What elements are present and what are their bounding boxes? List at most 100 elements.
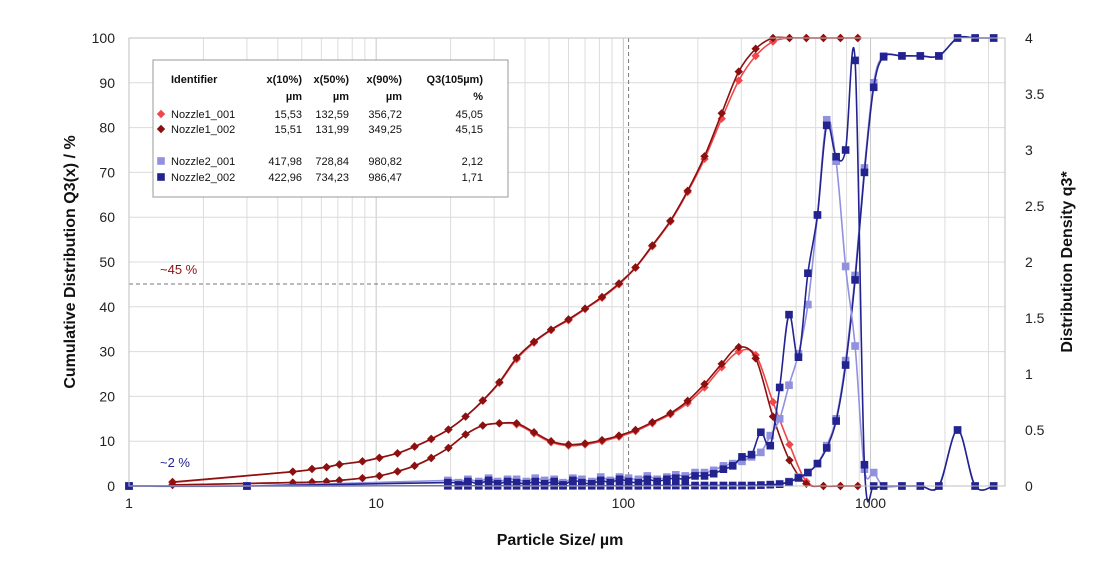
data-point (775, 383, 784, 392)
data-point (768, 397, 778, 407)
legend-cell: 2,12 (462, 156, 483, 168)
legend-box (152, 59, 509, 198)
data-point (569, 476, 577, 485)
data-point (717, 109, 726, 118)
data-point (322, 462, 331, 472)
data-point (832, 417, 840, 425)
legend-cell: 45,15 (455, 124, 483, 136)
legend-cell: 417,98 (268, 156, 302, 168)
data-point (597, 292, 607, 302)
legend-cell: 132,59 (315, 109, 349, 121)
data-point (597, 435, 607, 445)
data-point (546, 437, 556, 446)
data-point (841, 361, 850, 369)
data-point (587, 479, 596, 488)
data-point (785, 440, 794, 449)
legend-header: Q3(105µm) (427, 74, 484, 86)
legend-cell: Nozzle1_002 (171, 124, 235, 136)
y-tick-label-right: 0.5 (1025, 422, 1045, 438)
legend-header: x(90%) (367, 74, 403, 86)
data-point (512, 478, 521, 487)
data-point (860, 168, 869, 177)
data-point (580, 304, 590, 313)
data-point (734, 67, 743, 76)
data-point (478, 396, 487, 405)
data-point (335, 476, 344, 485)
data-point (624, 477, 633, 486)
data-point (578, 478, 586, 487)
data-point (813, 459, 822, 468)
y-tick-label-right: 1 (1025, 366, 1033, 382)
data-point (288, 467, 298, 476)
legend-cell: 986,47 (368, 172, 402, 184)
data-point (643, 475, 652, 484)
data-point (851, 56, 859, 65)
data-point (804, 300, 812, 309)
y-tick-label-right: 2.5 (1025, 198, 1045, 214)
y-tick-label-right: 1.5 (1025, 310, 1045, 326)
data-point (879, 53, 888, 61)
legend-marker (156, 109, 166, 119)
legend-cell: 131,99 (315, 124, 349, 136)
data-point (564, 440, 573, 449)
y-tick-label-left: 80 (99, 120, 115, 136)
data-point (614, 279, 624, 288)
guide-lines (129, 38, 630, 486)
data-point (393, 467, 402, 476)
data-point (550, 477, 558, 486)
data-point (634, 478, 643, 487)
legend-marker (157, 157, 165, 165)
data-point (564, 315, 573, 324)
data-point (751, 44, 760, 53)
data-point (709, 469, 718, 478)
data-point (307, 464, 317, 474)
annotation-label: ~45 % (160, 262, 198, 277)
data-point (529, 337, 539, 346)
axes: 1 10 100 1000010203040506070809010000.511.5… (92, 30, 1045, 511)
legend-marker (156, 124, 166, 134)
legend-cell: 1,71 (462, 172, 483, 184)
plot-frame (128, 37, 1006, 487)
data-point (444, 443, 453, 453)
y-axis-right-label: Distribution Density q3* (1059, 171, 1076, 353)
data-point (454, 481, 463, 489)
legend-unit: µm (286, 91, 302, 103)
y-tick-label-left: 20 (99, 388, 115, 404)
data-point (358, 457, 367, 466)
y-tick-label-right: 3 (1025, 142, 1033, 158)
data-point (757, 481, 765, 489)
data-point (757, 448, 765, 457)
data-point (559, 481, 567, 489)
data-point (531, 477, 540, 486)
legend-cell: 422,96 (268, 172, 302, 184)
y-tick-label-left: 50 (99, 254, 115, 270)
data-point (691, 472, 699, 480)
data-point (860, 460, 869, 469)
legend-unit: µm (386, 91, 402, 103)
x-axis-label: Particle Size/ µm (497, 532, 624, 549)
data-point (751, 51, 760, 61)
legend-cell: 980,82 (368, 156, 402, 168)
data-point (738, 457, 746, 466)
data-point (822, 444, 831, 452)
x-tick-label: 1000 (855, 495, 886, 511)
data-point (851, 342, 859, 350)
legend-cell: 356,72 (368, 109, 402, 121)
annotation-label: ~2 % (160, 455, 190, 470)
data-point (606, 478, 615, 487)
y-tick-label-left: 0 (107, 478, 115, 494)
data-point (512, 353, 521, 363)
data-point (580, 439, 590, 448)
data-point (916, 52, 925, 60)
data-point (393, 449, 402, 458)
data-point (794, 353, 803, 361)
data-point (410, 461, 419, 471)
data-point (757, 428, 765, 437)
y-tick-label-right: 2 (1025, 254, 1033, 270)
data-point (785, 310, 793, 319)
data-point (785, 381, 793, 389)
data-point (410, 442, 419, 451)
x-tick-label: 10 (368, 495, 384, 511)
data-point (832, 152, 840, 161)
